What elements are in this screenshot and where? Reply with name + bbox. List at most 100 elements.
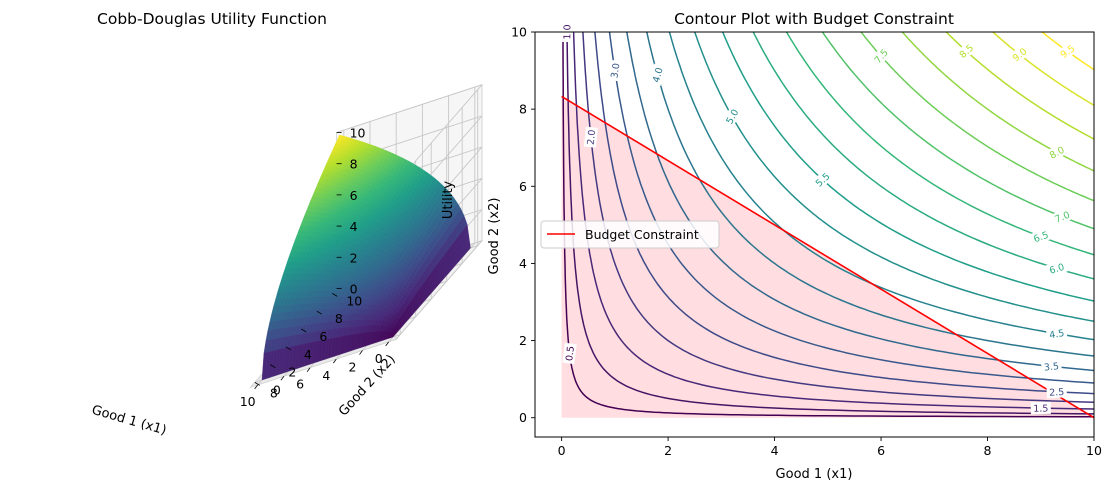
x1-tick-label: 4 (322, 368, 330, 383)
contour-label-text: 4.0 (651, 66, 666, 84)
contour-label-bg (1050, 207, 1074, 226)
x2-tick (254, 382, 261, 386)
contour-label-text: 6.5 (1032, 230, 1050, 246)
contour-label-text: 1.5 (1033, 403, 1048, 414)
x1-tick (254, 384, 259, 390)
x1-tick (385, 341, 390, 347)
surface-zlabel: Utility (441, 181, 456, 220)
y-tick-label: 4 (519, 256, 527, 271)
x1-tick (359, 350, 363, 355)
contour-line (594, 32, 1094, 395)
contour-lines (562, 32, 1094, 418)
contour-label-bg (562, 342, 577, 365)
contour-line (562, 32, 1094, 418)
x1-tick-label: 6 (296, 377, 304, 392)
y-tick-label: 8 (519, 102, 527, 117)
contour-label-bg (1030, 401, 1051, 415)
contour-label-text: 4.5 (1049, 328, 1066, 341)
contour-label-bg (1046, 385, 1068, 399)
x2-tick (270, 364, 276, 368)
contour-label: 6.5 (1029, 227, 1053, 246)
contour-label: 3.5 (1040, 359, 1062, 374)
x2-tick-label: 8 (335, 311, 343, 326)
contour-line (722, 32, 1094, 302)
surface-facet (261, 352, 268, 381)
contour-line (608, 32, 1094, 384)
contour-label-bg (583, 126, 598, 148)
x2-tick-label: 4 (304, 347, 312, 362)
contour-line (572, 32, 1094, 410)
x1-tick-label: 8 (270, 385, 278, 400)
contour-xlabel: Good 1 (x1) (776, 467, 853, 482)
contour-label: 1.5 (1030, 401, 1051, 415)
x2-tick-label: 6 (319, 329, 327, 344)
contour-line (668, 32, 1094, 341)
y-tick-label: 2 (519, 333, 527, 348)
y-tick-label: 0 (519, 410, 527, 425)
x2-tick (285, 346, 292, 351)
contour-ylabel: Good 2 (x2) (487, 198, 502, 275)
contour-label-bg (1007, 43, 1032, 66)
contour-label-bg (607, 59, 623, 82)
grid-z (395, 240, 483, 340)
legend-box (540, 220, 720, 249)
contour-line (785, 32, 1094, 256)
contour-label-bg (1040, 359, 1062, 374)
contour-label: 7.0 (1050, 207, 1074, 226)
contour-label-bg (648, 63, 666, 87)
x1-tick-label: 10 (240, 394, 256, 409)
x1-tick (306, 367, 311, 372)
contour-panel: Contour Plot with Budget Constraint 0.5 1… (487, 10, 1102, 482)
x1-tick-label: 2 (349, 360, 357, 375)
x2-tick-label: 10 (346, 293, 362, 308)
z-tick-label: 0 (350, 282, 358, 297)
contour-line (752, 32, 1094, 280)
budget-constraint-line (561, 95, 1094, 419)
contour-label: 3.0 (607, 59, 623, 82)
contour-label-bg (1029, 227, 1053, 246)
x-tick-label: 8 (984, 443, 992, 458)
z-tick-label: 8 (350, 157, 358, 172)
contour-line (860, 32, 1094, 202)
contour-label-text: 0.5 (564, 345, 577, 361)
grid-z (336, 84, 483, 133)
legend-label: Budget Constraint (585, 227, 699, 242)
surface-title: Cobb-Douglas Utility Function (97, 10, 327, 28)
contour-label: 4.5 (1045, 326, 1068, 342)
x1-tick (280, 376, 285, 381)
contour-line (992, 32, 1094, 106)
y-tick-label: 6 (519, 179, 527, 194)
contour-label-text: 7.0 (1053, 210, 1071, 226)
contour-line (821, 32, 1094, 230)
contour-label: 2.0 (583, 126, 599, 148)
x2-tick (301, 328, 307, 333)
contour-label-text: 6.0 (1048, 262, 1066, 277)
utility-surface (261, 134, 471, 381)
contour-label-bg (1045, 142, 1069, 163)
x1-tick-label: 0 (375, 351, 383, 366)
contour-labels: 0.51.01.52.02.53.03.54.04.55.05.56.06.57… (560, 21, 1080, 415)
x-tick-label: 4 (771, 443, 779, 458)
contour-label-text: 2.0 (586, 129, 599, 145)
contour-label-bg (954, 39, 978, 63)
contour-ticks: 0 2 4 6 8 10 0 2 4 6 8 10 (511, 25, 1102, 459)
contour-label-bg (1045, 326, 1068, 342)
legend: Budget Constraint (540, 220, 720, 249)
x2-tick-label: 2 (288, 365, 296, 380)
contour-label-text: 3.5 (1043, 361, 1059, 374)
x2-tick-label: 0 (273, 382, 281, 397)
contour-label: 0.5 (562, 342, 577, 365)
contour-line (582, 32, 1094, 404)
contour-label-bg (811, 168, 834, 191)
contour-label-bg (721, 104, 743, 129)
x-tick-label: 0 (558, 443, 566, 458)
y-tick-label: 10 (511, 25, 527, 40)
z-tick-label: 6 (350, 188, 358, 203)
contour-title: Contour Plot with Budget Constraint (674, 10, 954, 28)
z-tick-label: 4 (350, 219, 358, 234)
contour-label-bg (1055, 40, 1080, 63)
surface-3d-panel: Cobb-Douglas Utility Function 0246810024… (90, 10, 484, 438)
contour-label: 2.5 (1046, 385, 1068, 399)
